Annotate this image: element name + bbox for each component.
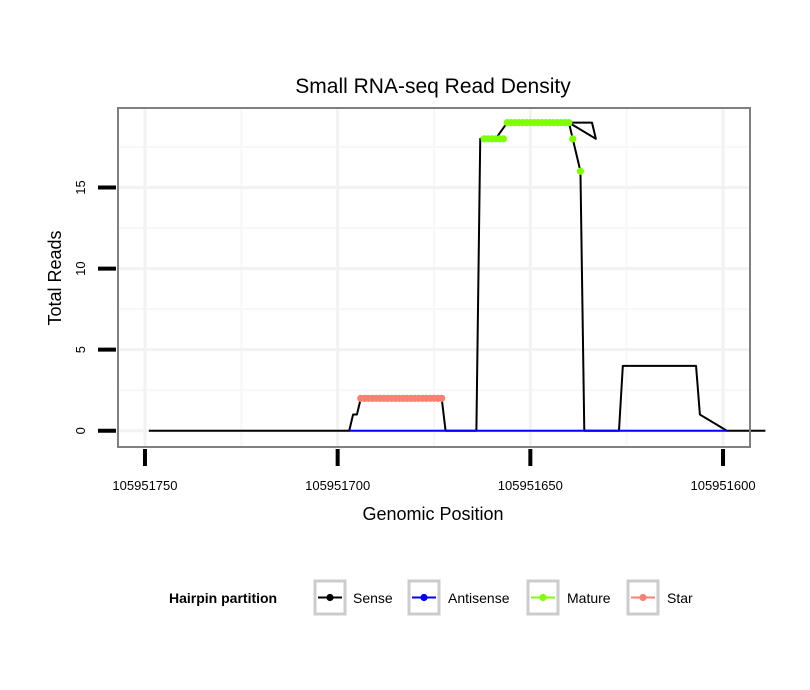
y-tick-label: 5: [73, 346, 88, 353]
legend-label-sense: Sense: [353, 590, 393, 606]
legend-label-star: Star: [667, 590, 693, 606]
x-tick-label: 105951750: [112, 478, 177, 493]
legend-label-antisense: Antisense: [448, 590, 510, 606]
legend-title: Hairpin partition: [169, 590, 277, 606]
legend-point-sense: [326, 593, 334, 602]
x-tick-label: 105951600: [690, 478, 755, 493]
mature-point: [569, 135, 577, 143]
y-tick-label: 10: [73, 261, 88, 275]
y-tick-label: 0: [73, 427, 88, 434]
star-point: [438, 394, 446, 402]
mature-point: [576, 167, 585, 175]
mature-point: [565, 118, 573, 127]
x-tick-label: 105951700: [305, 478, 370, 493]
x-axis: 105951750 105951700 105951650 105951600: [112, 449, 756, 493]
x-tick-label: 105951650: [498, 478, 563, 493]
mature-point: [499, 135, 507, 143]
chart-title: Small RNA-seq Read Density: [295, 75, 571, 98]
y-axis-title: Total Reads: [45, 230, 65, 325]
x-axis-title: Genomic Position: [362, 504, 503, 524]
legend: Hairpin partition Sense Antisense Mature St…: [169, 579, 693, 616]
series-layer: [148, 118, 766, 432]
plot-border: [117, 107, 751, 448]
legend-point-mature: [539, 593, 547, 602]
legend-point-antisense: [420, 593, 428, 602]
y-axis: 0 5 10 15: [73, 180, 116, 434]
y-tick-label: 15: [73, 180, 88, 194]
legend-point-star: [639, 593, 647, 602]
legend-label-mature: Mature: [567, 590, 611, 606]
